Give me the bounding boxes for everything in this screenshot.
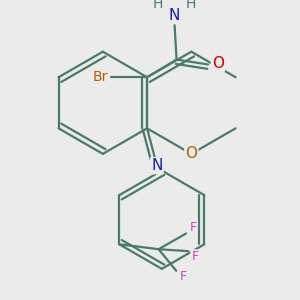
Text: F: F bbox=[179, 270, 187, 283]
Text: F: F bbox=[189, 221, 197, 234]
Text: O: O bbox=[185, 146, 197, 161]
Text: N: N bbox=[169, 8, 180, 23]
Text: N: N bbox=[151, 158, 163, 173]
Text: H: H bbox=[186, 0, 196, 11]
Text: Br: Br bbox=[92, 70, 108, 84]
Text: H: H bbox=[153, 0, 163, 11]
Text: O: O bbox=[212, 56, 224, 71]
Text: F: F bbox=[191, 250, 199, 263]
